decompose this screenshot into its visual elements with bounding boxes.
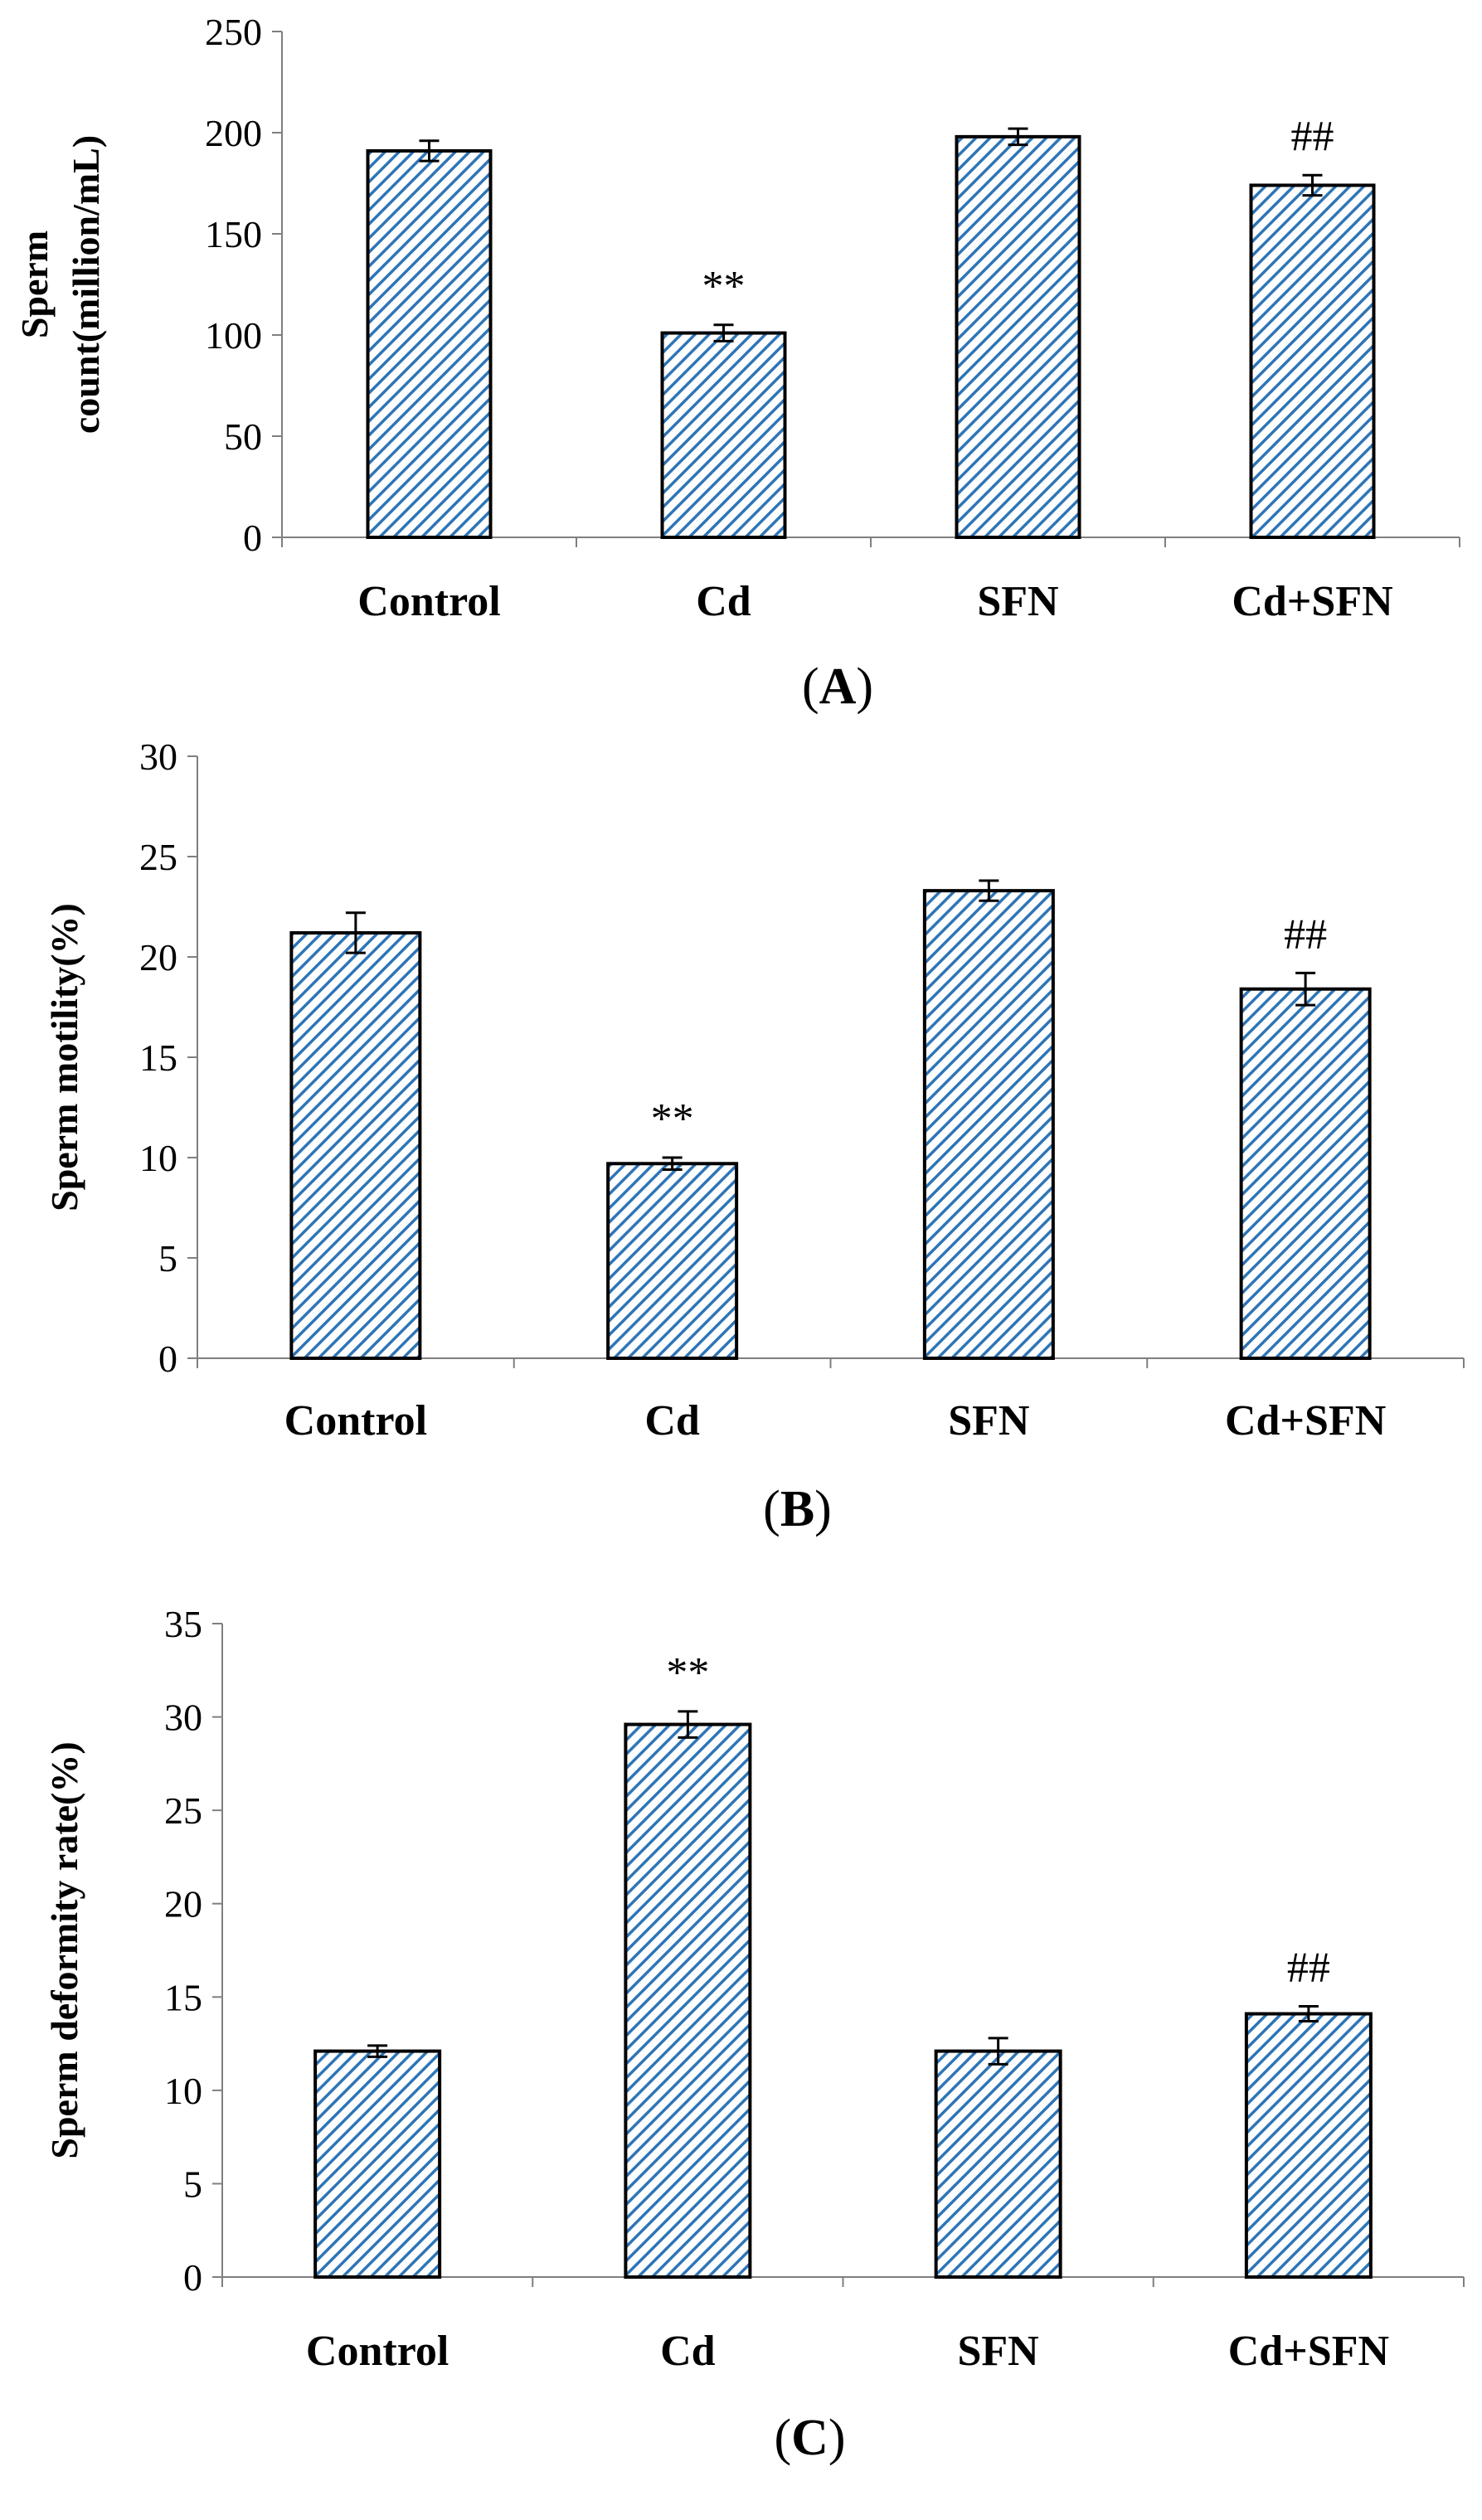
y-axis-label: Sperm <box>13 231 56 338</box>
bar-cd <box>660 331 787 539</box>
y-tick-label: 15 <box>164 1976 202 2018</box>
y-tick-label: 5 <box>158 1237 177 1279</box>
error-bar <box>1295 971 1316 1007</box>
y-axis-label: Sperm motility(%) <box>43 903 85 1211</box>
chart-panel-c: 0 5 10 15 20 25 30 35 Control ** Cd SFN ## Cd+SFN Sper… <box>43 1603 1465 2466</box>
error-bar <box>1008 127 1028 147</box>
bar-cd <box>624 1722 752 2279</box>
x-category-label: SFN <box>977 578 1058 625</box>
panel-label: (A) <box>802 658 873 715</box>
significance-label: ** <box>666 1649 709 1697</box>
y-axis-label: Sperm deformity rate(%) <box>43 1741 85 2158</box>
y-tick-label: 50 <box>224 415 262 458</box>
x-category-label: Cd <box>644 1397 700 1445</box>
error-bar <box>988 2037 1008 2066</box>
significance-label: ** <box>702 263 746 310</box>
bar-cd-sfn <box>1244 2012 1373 2279</box>
significance-label: ## <box>1291 113 1334 160</box>
y-tick-label: 0 <box>183 2256 202 2299</box>
error-bar <box>419 139 440 163</box>
y-tick-label: 35 <box>164 1603 202 1645</box>
panel-label: (C) <box>774 2410 845 2466</box>
error-bar <box>979 879 999 902</box>
y-tick-label: 30 <box>164 1697 202 1739</box>
x-category-label: Cd+SFN <box>1232 578 1392 625</box>
y-tick-label: 150 <box>205 213 262 255</box>
error-bar <box>1298 2005 1319 2023</box>
error-bar <box>713 323 734 342</box>
y-tick-label: 25 <box>164 1789 202 1832</box>
panel-label: (B) <box>763 1481 832 1537</box>
bar-cd-sfn <box>1249 183 1376 539</box>
x-category-label: SFN <box>958 2328 1039 2375</box>
y-tick-label: 100 <box>205 314 262 357</box>
x-category-label: Control <box>284 1397 427 1445</box>
x-category-label: Control <box>357 578 500 625</box>
y-axis-label: count(million/mL) <box>65 135 107 434</box>
significance-label: ## <box>1284 910 1327 958</box>
x-category-label: Cd <box>660 2328 716 2375</box>
y-tick-label: 20 <box>139 936 177 978</box>
bar-control <box>366 148 493 540</box>
error-bar <box>367 2044 388 2058</box>
bar-control <box>289 930 422 1360</box>
y-tick-label: 5 <box>183 2163 202 2205</box>
y-tick-label: 10 <box>164 2070 202 2112</box>
x-category-label: Cd+SFN <box>1225 1397 1386 1445</box>
x-category-label: Cd+SFN <box>1228 2328 1389 2375</box>
bar-control <box>313 2049 442 2279</box>
y-tick-label: 15 <box>139 1037 177 1079</box>
error-bar <box>678 1710 698 1739</box>
x-category-label: Cd <box>696 578 751 625</box>
y-tick-label: 10 <box>139 1137 177 1179</box>
bar-sfn <box>955 134 1081 539</box>
y-tick-label: 0 <box>243 517 262 559</box>
y-tick-label: 200 <box>205 112 262 154</box>
significance-label: ** <box>651 1095 694 1143</box>
y-tick-label: 250 <box>205 11 262 53</box>
bar-sfn <box>922 889 1055 1360</box>
bar-cd-sfn <box>1239 987 1372 1360</box>
y-tick-label: 30 <box>139 736 177 778</box>
x-category-label: SFN <box>948 1397 1029 1445</box>
bar-sfn <box>934 2049 1062 2279</box>
chart-panel-a: 0 50 100 150 200 250 Control ** Cd SFN ## Cd+SFN Spe… <box>13 11 1460 715</box>
chart-panel-b: 0 5 10 15 20 25 30 Control ** Cd SFN ## Cd+SFN Sperm … <box>43 736 1465 1537</box>
y-tick-label: 25 <box>139 836 177 878</box>
y-tick-label: 20 <box>164 1883 202 1925</box>
y-tick-label: 0 <box>158 1338 177 1380</box>
error-bar <box>1302 173 1323 197</box>
error-bar <box>345 911 366 954</box>
significance-label: ## <box>1287 1945 1330 1992</box>
error-bar <box>662 1156 683 1172</box>
x-category-label: Control <box>306 2328 449 2375</box>
bar-cd <box>606 1162 739 1361</box>
